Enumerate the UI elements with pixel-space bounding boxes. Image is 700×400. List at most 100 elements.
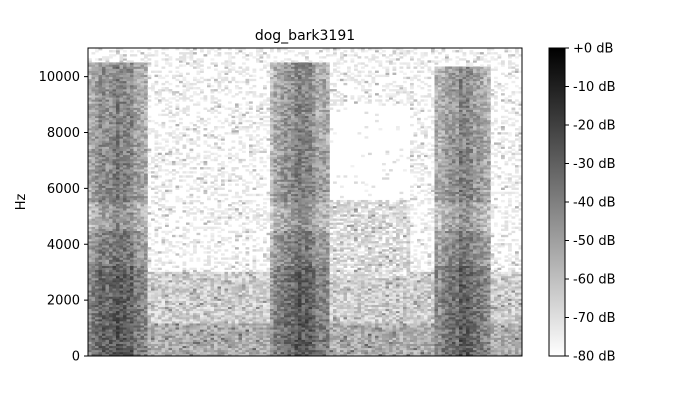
spectrogram-cell (165, 273, 169, 277)
spectrogram-cell (126, 331, 131, 334)
spectrogram-cell (144, 136, 148, 139)
spectrogram-cell (179, 280, 183, 283)
spectrogram-cell (196, 329, 201, 332)
spectrogram-cell (245, 298, 250, 301)
spectrogram-cell (109, 327, 113, 330)
spectrogram-cell (252, 341, 257, 344)
spectrogram-cell (95, 314, 99, 318)
spectrogram-cell (151, 304, 155, 308)
spectrogram-cell (179, 80, 183, 84)
spectrogram-cell (196, 177, 201, 180)
spectrogram-cell (95, 62, 99, 65)
spectrogram-cell (224, 353, 229, 356)
spectrogram-cell (102, 150, 106, 154)
spectrogram-cell (98, 105, 103, 108)
spectrogram-cell (186, 339, 190, 342)
spectrogram-cell (112, 70, 117, 73)
spectrogram-cell (196, 284, 201, 287)
spectrogram-cell (189, 222, 194, 225)
spectrogram-cell (126, 335, 131, 338)
spectrogram-cell (242, 351, 246, 355)
spectrogram-cell (200, 327, 204, 330)
spectrogram-cell (112, 109, 117, 112)
spectrogram-cell (95, 224, 99, 227)
spectrogram-cell (137, 222, 141, 225)
spectrogram-cell (228, 273, 232, 277)
spectrogram-cell (186, 284, 190, 287)
spectrogram-cell (249, 193, 253, 197)
spectrogram-cell (151, 290, 155, 293)
spectrogram-cell (112, 80, 117, 84)
spectrogram-cell (228, 64, 232, 67)
spectrogram-cell (109, 82, 113, 86)
spectrogram-cell (175, 284, 180, 287)
spectrogram-cell (130, 167, 134, 170)
spectrogram-cell (116, 284, 120, 287)
spectrogram-cell (252, 216, 257, 219)
spectrogram-cell (123, 179, 127, 182)
spectrogram-cell (119, 154, 124, 158)
spectrogram-cell (154, 292, 159, 295)
spectrogram-cell (105, 165, 110, 168)
spectrogram-cell (112, 280, 117, 283)
spectrogram-cell (200, 306, 204, 310)
spectrogram-cell (249, 230, 253, 234)
spectrogram-cell (130, 119, 134, 123)
spectrogram-cell (175, 323, 180, 326)
spectrogram-cell (112, 236, 117, 240)
spectrogram-cell (238, 70, 243, 73)
spectrogram-cell (126, 300, 131, 303)
spectrogram-cell (168, 132, 173, 135)
spectrogram-cell (119, 54, 124, 57)
spectrogram-cell (126, 156, 131, 160)
spectrogram-cell (88, 144, 92, 147)
spectrogram-cell (214, 68, 218, 71)
spectrogram-cell (144, 267, 148, 271)
spectrogram-cell (245, 339, 250, 342)
spectrogram-cell (137, 314, 141, 318)
spectrogram-cell (200, 349, 204, 353)
spectrogram-cell (210, 302, 215, 305)
spectrogram-cell (95, 138, 99, 141)
spectrogram-cell (193, 167, 197, 170)
spectrogram-cell (221, 121, 225, 125)
spectrogram-cell (182, 319, 187, 322)
spectrogram-cell (221, 62, 225, 65)
spectrogram-cell (126, 249, 131, 252)
spectrogram-cell (231, 280, 236, 283)
spectrogram-cell (193, 60, 197, 63)
spectrogram-cell (88, 208, 92, 211)
spectrogram-cell (245, 134, 250, 137)
spectrogram-cell (105, 327, 110, 330)
spectrogram-cell (151, 171, 155, 174)
spectrogram-cell (116, 158, 120, 162)
spectrogram-cell (98, 271, 103, 275)
spectrogram-cell (210, 351, 215, 355)
spectrogram-cell (154, 290, 159, 293)
spectrogram-cell (126, 87, 131, 90)
spectrogram-cell (193, 226, 197, 229)
spectrogram-cell (119, 247, 124, 250)
spectrogram-cell (172, 319, 176, 322)
spectrogram-cell (235, 329, 239, 332)
spectrogram-cell (102, 148, 106, 151)
spectrogram-cell (224, 154, 229, 158)
spectrogram-cell (245, 80, 250, 84)
spectrogram-cell (175, 111, 180, 114)
spectrogram-cell (105, 93, 110, 96)
spectrogram-cell (182, 109, 187, 112)
spectrogram-cell (238, 177, 243, 180)
spectrogram-cell (217, 72, 222, 75)
spectrogram-cell (214, 341, 218, 344)
spectrogram-cell (116, 236, 120, 240)
spectrogram-cell (207, 245, 211, 248)
spectrogram-cell (105, 243, 110, 246)
spectrogram-cell (95, 339, 99, 342)
spectrogram-cell (231, 206, 236, 209)
spectrogram-cell (98, 84, 103, 88)
spectrogram-cell (196, 325, 201, 328)
spectrogram-cell (105, 286, 110, 289)
spectrogram-cell (151, 271, 155, 275)
spectrogram-cell (133, 339, 138, 342)
spectrogram-cell (105, 351, 110, 355)
